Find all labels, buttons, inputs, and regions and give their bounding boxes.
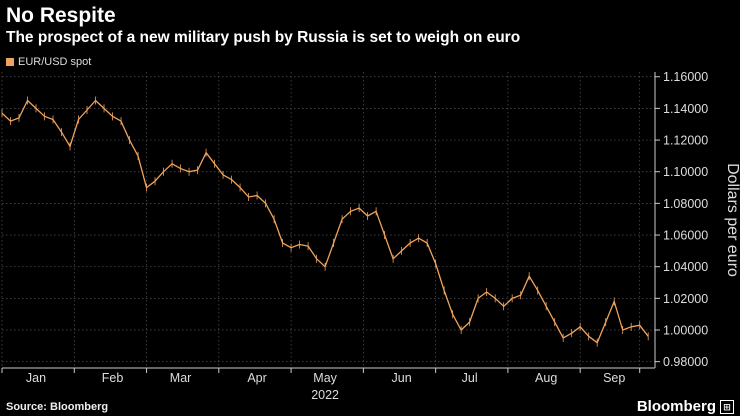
legend-swatch [6,58,14,66]
bloomberg-terminal-icon: ⊞ [720,399,734,414]
brand-name: Bloomberg [636,398,716,415]
x-tick-label: Aug [535,371,557,385]
x-axis-label: 2022 [311,388,339,402]
x-tick-label: Jan [26,371,46,385]
source-note: Source: Bloomberg [6,401,109,413]
x-tick-label: Apr [247,371,266,385]
x-tick-label: Jun [392,371,412,385]
brand-logo: Bloomberg ⊞ [637,398,734,415]
legend: EUR/USD spot [6,56,91,68]
chart-subtitle: The prospect of a new military push by R… [6,29,521,46]
y-tick-label: 1.14000 [663,102,708,116]
y-tick-label: 1.08000 [663,197,708,211]
chart-title: No Respite [6,4,116,27]
y-tick-label: 1.00000 [663,324,708,338]
y-tick-label: 1.12000 [663,134,708,148]
y-tick-label: 1.16000 [663,70,708,84]
y-tick-label: 0.98000 [663,355,708,369]
y-axis-title: Dollars per euro [724,163,740,277]
x-tick-label: Mar [170,371,192,385]
x-tick-label: Feb [102,371,124,385]
x-tick-label: Sep [603,371,625,385]
y-tick-label: 1.06000 [663,229,708,243]
x-tick-label: Jul [462,371,478,385]
y-tick-label: 1.02000 [663,292,708,306]
series-line-eurusd [1,99,649,344]
x-tick-label: May [313,371,337,385]
y-tick-label: 1.10000 [663,165,708,179]
y-tick-label: 1.04000 [663,260,708,274]
legend-label: EUR/USD spot [18,56,92,68]
